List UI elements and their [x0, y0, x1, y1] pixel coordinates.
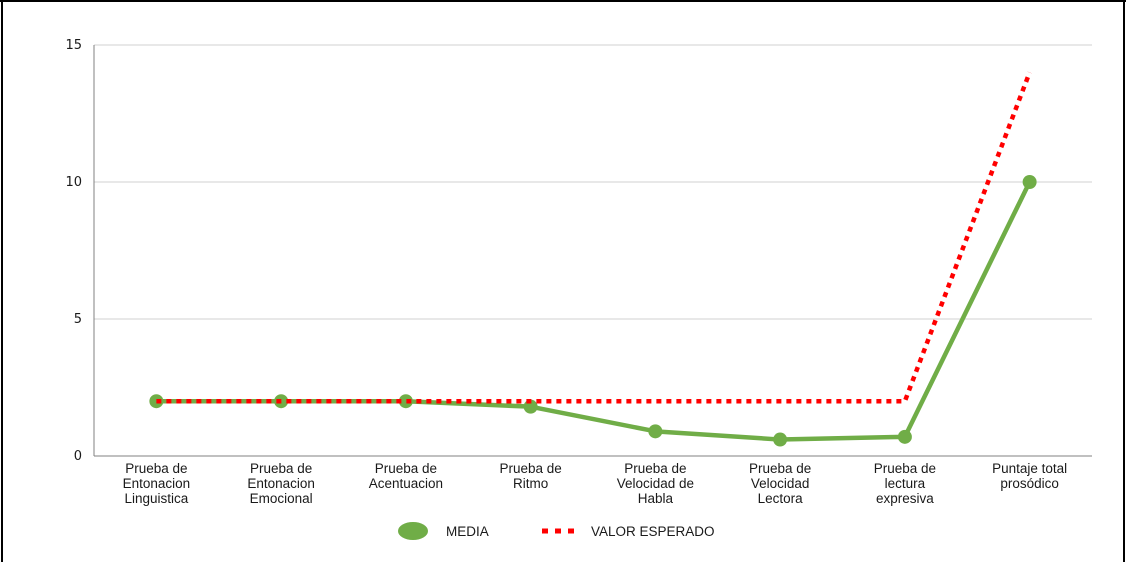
legend: MEDIA VALOR ESPERADO: [398, 522, 715, 540]
data-point-media: [897, 429, 912, 444]
series-line-valor-esperado: [156, 71, 1032, 404]
x-category-label: Prueba de Velocidad Lectora: [749, 461, 811, 506]
x-axis: Prueba de Entonacion Linguistica Prueba de E…: [94, 455, 1092, 506]
y-tick-label: 10: [65, 175, 82, 190]
x-category-label: Prueba de Velocidad de Habla: [617, 461, 694, 506]
series-line-media: [156, 181, 1032, 442]
x-category-label: Prueba de lectura expresiva: [874, 461, 936, 506]
legend-label-media: MEDIA: [446, 524, 489, 539]
data-point-media: [1022, 175, 1037, 189]
x-category-label: Puntaje total prosódico: [992, 461, 1067, 491]
data-point-media: [773, 432, 788, 447]
y-tick-label: 5: [74, 312, 82, 327]
y-tick-label: 15: [65, 38, 82, 53]
legend-label-valor-esperado: VALOR ESPERADO: [591, 524, 715, 539]
data-point-media: [648, 424, 663, 439]
data-point-media: [398, 394, 413, 409]
x-category-label: Prueba de Entonacion Emocional: [247, 461, 315, 506]
gridlines: [94, 44, 1092, 320]
x-category-label: Prueba de Acentuacion: [369, 461, 443, 491]
x-category-label: Prueba de Ritmo: [499, 461, 561, 491]
x-category-label: Prueba de Entonacion Linguistica: [123, 461, 191, 506]
y-tick-label: 0: [74, 449, 82, 464]
legend-marker-media: [398, 522, 428, 540]
series-group: [149, 71, 1037, 447]
y-axis: 0 5 10 15: [65, 38, 95, 464]
